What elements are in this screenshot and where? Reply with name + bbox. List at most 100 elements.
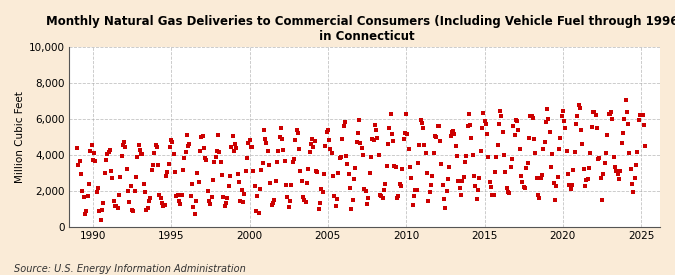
Point xyxy=(215,160,226,164)
Point xyxy=(521,166,532,170)
Point xyxy=(570,122,581,126)
Point xyxy=(443,176,454,181)
Point xyxy=(560,126,571,130)
Point xyxy=(524,136,535,140)
Point xyxy=(358,153,369,157)
Point xyxy=(449,131,460,136)
Point xyxy=(362,202,373,206)
Point xyxy=(516,173,526,178)
Point xyxy=(607,117,618,121)
Point xyxy=(482,131,493,136)
Point xyxy=(154,193,165,197)
Point xyxy=(269,198,279,202)
Point xyxy=(342,162,353,166)
Point xyxy=(452,154,462,158)
Point xyxy=(261,141,272,145)
Point xyxy=(90,159,101,163)
Point xyxy=(405,165,416,169)
Point xyxy=(572,113,583,118)
Point xyxy=(597,197,608,202)
Point xyxy=(407,203,418,208)
Point xyxy=(205,202,216,206)
Point xyxy=(355,141,366,145)
Point xyxy=(415,117,426,122)
Point xyxy=(585,151,595,156)
Point xyxy=(331,196,342,201)
Point xyxy=(518,185,529,189)
Point xyxy=(369,122,380,127)
Point xyxy=(573,103,584,107)
Point xyxy=(265,181,276,186)
Point xyxy=(630,163,641,167)
Point xyxy=(81,209,92,214)
Point xyxy=(373,153,384,157)
Point xyxy=(223,184,234,188)
Point xyxy=(354,118,364,122)
Point xyxy=(356,146,367,150)
Point xyxy=(574,106,585,111)
Point xyxy=(599,161,610,165)
Point xyxy=(137,152,148,156)
Point xyxy=(381,164,392,168)
Point xyxy=(392,196,402,200)
Point xyxy=(97,208,107,212)
Point xyxy=(80,212,90,216)
Point xyxy=(204,199,215,203)
Point xyxy=(506,157,517,161)
Point xyxy=(406,176,416,181)
Point xyxy=(183,144,194,148)
Point xyxy=(510,117,521,122)
Point xyxy=(614,177,624,181)
Point xyxy=(275,126,286,130)
Point xyxy=(319,172,329,176)
Point xyxy=(626,182,637,186)
Point xyxy=(479,119,490,124)
Point xyxy=(256,167,267,172)
Point xyxy=(288,157,299,161)
Point xyxy=(165,145,176,149)
Point xyxy=(102,152,113,156)
Point xyxy=(94,209,105,214)
Point xyxy=(539,140,550,144)
Point xyxy=(92,186,103,191)
Point xyxy=(248,168,259,173)
Point xyxy=(290,138,300,142)
Text: Source: U.S. Energy Information Administration: Source: U.S. Energy Information Administ… xyxy=(14,264,245,274)
Point xyxy=(145,195,156,200)
Point xyxy=(462,123,473,128)
Point xyxy=(556,114,567,118)
Point xyxy=(499,153,510,157)
Point xyxy=(615,169,626,173)
Point xyxy=(317,190,328,194)
Point xyxy=(352,131,363,135)
Point xyxy=(640,144,651,148)
Point xyxy=(414,143,425,147)
Point xyxy=(333,171,344,175)
Point xyxy=(310,168,321,173)
Point xyxy=(522,161,533,165)
Point xyxy=(485,185,496,189)
Point xyxy=(428,151,439,155)
Point xyxy=(99,171,110,176)
Point xyxy=(88,151,99,155)
Point xyxy=(207,195,217,199)
Point xyxy=(115,175,126,179)
Point xyxy=(416,121,427,125)
Point xyxy=(625,166,636,171)
Point xyxy=(440,206,451,210)
Point xyxy=(639,123,649,128)
Point xyxy=(497,130,508,134)
Point xyxy=(120,145,131,149)
Point xyxy=(477,125,487,130)
Point xyxy=(610,165,620,170)
Point xyxy=(411,187,422,192)
Point xyxy=(281,183,292,187)
Point xyxy=(495,108,506,113)
Point xyxy=(235,199,246,203)
Point xyxy=(396,184,406,188)
Point xyxy=(161,174,171,178)
Point xyxy=(377,196,388,200)
Point xyxy=(512,119,522,124)
Point xyxy=(555,136,566,141)
Point xyxy=(496,113,507,118)
